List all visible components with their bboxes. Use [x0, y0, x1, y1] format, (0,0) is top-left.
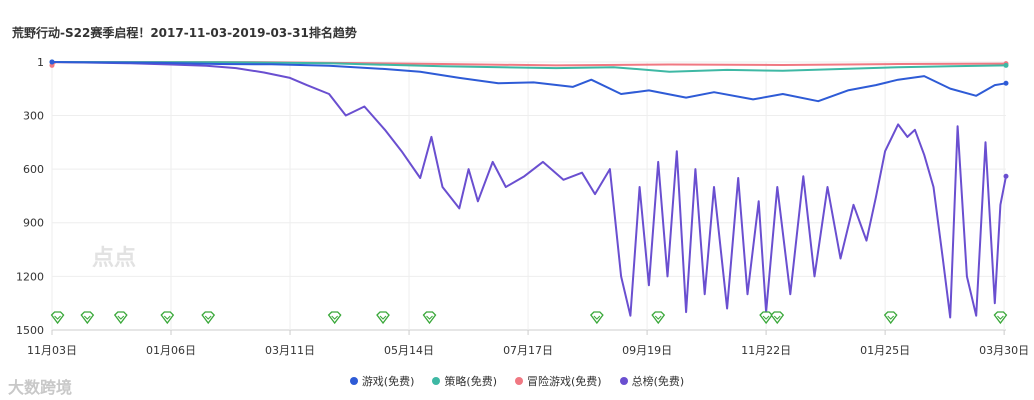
event-marker-icon[interactable]: [883, 311, 898, 325]
watermark: 大数跨境: [8, 378, 73, 397]
legend-dot-icon: [515, 377, 523, 385]
series-game-line[interactable]: [51, 61, 1007, 103]
legend-dot-icon: [432, 377, 441, 385]
x-tick-label: 01月25日: [860, 344, 910, 357]
event-marker-icon[interactable]: [201, 311, 216, 325]
event-marker-icon[interactable]: [160, 311, 175, 325]
x-tick-label: 05月14日: [384, 344, 434, 357]
legend-dot-icon: [619, 377, 628, 385]
legend-item-overall[interactable]: 总榜(免费): [619, 373, 685, 389]
event-marker-icon[interactable]: [759, 311, 773, 325]
event-marker-icon[interactable]: [327, 311, 342, 325]
event-marker-icon[interactable]: [376, 311, 390, 325]
series-end-point: [1003, 173, 1009, 179]
y-tick-label: 900: [23, 217, 44, 230]
series-end-point: [1003, 80, 1009, 86]
legend-item-adventure[interactable]: 冒险游戏(免费): [515, 373, 602, 389]
watermark-logo: 点点: [92, 246, 137, 271]
y-tick-label: 300: [23, 109, 44, 122]
chart-title: 荒野行动-S22赛季启程！2017-11-03-2019-03-31排名趋势: [12, 26, 357, 40]
y-tick-label: 600: [23, 163, 44, 176]
y-tick-label: 1200: [16, 270, 44, 283]
x-tick-label: 09月19日: [622, 344, 672, 357]
y-tick-label: 1500: [16, 324, 44, 337]
series-overall-line[interactable]: [51, 61, 1007, 319]
x-tick-label: 11月22日: [741, 344, 791, 357]
x-tick-label: 07月17日: [503, 344, 553, 357]
event-marker-icon[interactable]: [651, 311, 666, 325]
legend: 游戏(免费) 策略(免费) 冒险游戏(免费) 总榜(免费): [0, 373, 1034, 389]
y-tick-label: 1: [37, 56, 44, 69]
series-end-point: [1003, 62, 1009, 68]
event-marker-icon[interactable]: [50, 311, 65, 325]
event-markers: [50, 311, 1008, 325]
x-axis: 11月03日 01月06日 03月11日 05月14日 07月17日 09月19日 11月2…: [27, 330, 1029, 357]
event-marker-icon[interactable]: [80, 311, 95, 325]
legend-label: 总榜(免费): [631, 375, 685, 388]
event-marker-icon[interactable]: [113, 311, 128, 325]
legend-label: 策略(免费): [444, 375, 497, 388]
event-marker-icon[interactable]: [993, 311, 1008, 325]
event-marker-icon[interactable]: [770, 311, 785, 325]
legend-item-strategy[interactable]: 策略(免费): [432, 373, 497, 389]
series-strategy-line[interactable]: [51, 61, 1007, 73]
legend-label: 游戏(免费): [361, 375, 415, 388]
event-marker-icon[interactable]: [590, 311, 604, 325]
series-start-point: [49, 59, 55, 65]
x-tick-label: 03月11日: [265, 344, 315, 357]
series-group: [49, 59, 1009, 319]
legend-item-game[interactable]: 游戏(免费): [349, 373, 415, 389]
grid-lines: [51, 61, 1006, 331]
x-tick-label: 01月06日: [146, 344, 196, 357]
legend-label: 冒险游戏(免费): [527, 375, 602, 388]
x-tick-label: 03月30日: [979, 344, 1029, 357]
x-tick-label: 11月03日: [27, 344, 77, 357]
event-marker-icon[interactable]: [422, 311, 437, 325]
legend-dot-icon: [349, 377, 358, 385]
y-axis: 1 300 600 900 1200 1500: [16, 56, 44, 337]
